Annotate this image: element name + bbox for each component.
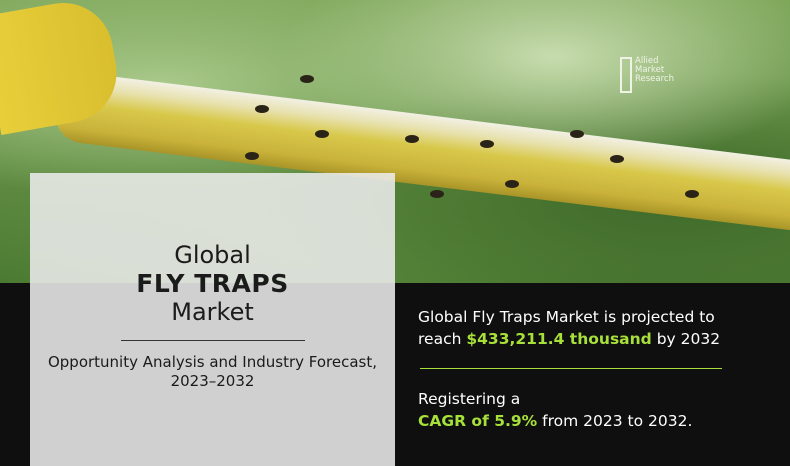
accent-divider xyxy=(420,368,722,369)
title-global: Global xyxy=(174,241,251,269)
fly xyxy=(480,140,494,148)
cagr-text: Registering a CAGR of 5.9% from 2023 to … xyxy=(418,390,693,430)
fly xyxy=(570,130,584,138)
title-fly-traps: FLY TRAPS xyxy=(136,269,289,298)
fly xyxy=(505,180,519,188)
title-panel: Global FLY TRAPS Market Opportunity Anal… xyxy=(30,173,395,466)
projection-value: $433,211.4 thousand xyxy=(466,330,652,348)
fly xyxy=(245,152,259,160)
divider xyxy=(120,340,305,341)
fly xyxy=(300,75,314,83)
title-market: Market xyxy=(171,298,254,326)
fly xyxy=(430,190,444,198)
fly xyxy=(685,190,699,198)
projection-text: Global Fly Traps Market is projected to … xyxy=(418,308,721,348)
fly xyxy=(610,155,624,163)
cagr-value: CAGR of 5.9% xyxy=(418,412,538,430)
fly xyxy=(255,105,269,113)
allied-market-research-logo: Allied Market Research xyxy=(620,57,674,93)
subtitle: Opportunity Analysis and Industry Foreca… xyxy=(47,353,378,390)
fly xyxy=(405,135,419,143)
fly xyxy=(315,130,329,138)
